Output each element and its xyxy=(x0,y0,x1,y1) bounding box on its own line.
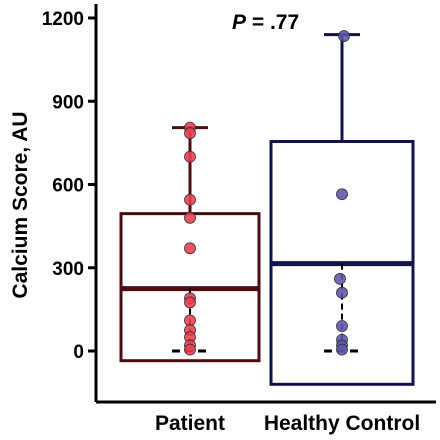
boxes xyxy=(119,30,415,386)
data-point xyxy=(334,272,346,285)
p-value-annotation: P = .77 xyxy=(232,11,299,34)
category-label: Healthy Control xyxy=(264,412,420,435)
data-point xyxy=(184,193,196,206)
y-tick-label: 900 xyxy=(52,92,84,113)
data-point xyxy=(184,296,196,309)
category-label: Patient xyxy=(155,412,225,435)
data-point xyxy=(184,127,196,140)
y-tick-label: 0 xyxy=(73,342,84,363)
data-point xyxy=(338,30,350,42)
y-tick-label: 300 xyxy=(52,259,84,280)
data-point xyxy=(336,320,348,332)
y-ticks: 0 300 600 900 1200 xyxy=(42,9,96,363)
y-tick-label: 600 xyxy=(52,176,84,197)
data-point xyxy=(336,343,348,356)
box-group xyxy=(269,30,415,386)
y-tick-label: 1200 xyxy=(42,9,84,30)
data-point xyxy=(336,286,348,299)
p-value-text: = .77 xyxy=(246,11,299,34)
data-point xyxy=(336,188,348,201)
data-point xyxy=(184,150,196,163)
y-axis-title: Calcium Score, AU xyxy=(9,111,32,298)
box-group xyxy=(119,121,261,363)
axes xyxy=(94,4,436,404)
data-point xyxy=(184,211,196,224)
category-labels: Patient Healthy Control xyxy=(155,412,420,435)
data-point xyxy=(184,242,196,255)
p-value-symbol: P xyxy=(232,11,247,34)
data-point xyxy=(184,343,196,356)
